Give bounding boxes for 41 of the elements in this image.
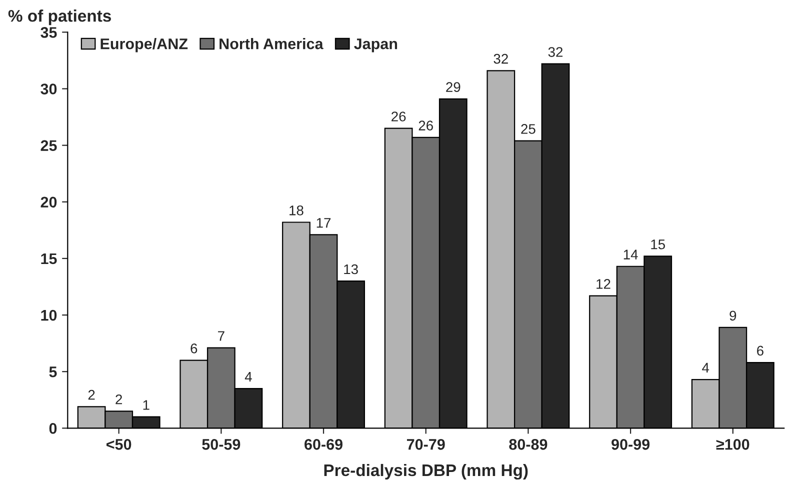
data-label: 25 <box>521 124 536 134</box>
y-tick-label: 5 <box>49 366 57 378</box>
data-label: 2 <box>88 390 95 400</box>
y-tick-label: 20 <box>40 196 57 208</box>
y-tick-label: 15 <box>41 253 57 264</box>
data-label: 26 <box>418 120 433 130</box>
y-tick-label: 10 <box>41 310 57 321</box>
data-label: 9 <box>730 310 736 321</box>
x-tick-label: 70-79 <box>406 438 445 450</box>
data-label: 26 <box>392 112 406 122</box>
x-tick-label: 90-99 <box>612 438 650 450</box>
data-label: 4 <box>702 362 710 372</box>
data-label: 12 <box>596 279 610 289</box>
data-label: 18 <box>290 206 304 216</box>
data-label: 17 <box>316 218 331 228</box>
x-tick-label: ≥100 <box>716 438 750 450</box>
x-tick-label: 80-89 <box>509 438 548 450</box>
data-label: 14 <box>624 250 638 260</box>
x-axis-title: Pre-dialysis DBP (mm Hg) <box>324 464 528 480</box>
data-label: 1 <box>143 400 150 410</box>
legend-label: North America <box>220 38 324 50</box>
y-tick-label: 25 <box>40 140 57 152</box>
x-tick-label: <50 <box>106 438 132 450</box>
data-label: 15 <box>651 240 665 250</box>
data-label: 2 <box>116 394 122 404</box>
y-tick-label: 30 <box>40 84 57 94</box>
data-label: 13 <box>344 264 358 274</box>
data-label: 29 <box>446 82 460 92</box>
data-label: 6 <box>757 346 764 356</box>
data-label: 6 <box>190 344 198 354</box>
y-axis-title: % of patients <box>8 10 111 26</box>
x-tick-label: 60-69 <box>304 438 342 450</box>
y-tick-label: 0 <box>49 423 57 434</box>
data-label: 7 <box>218 331 224 341</box>
legend-label: Europe/ANZ <box>100 38 188 52</box>
data-label: 32 <box>548 47 563 57</box>
data-label: 32 <box>494 54 508 64</box>
data-label: 4 <box>244 372 252 382</box>
y-tick-label: 35 <box>40 27 57 38</box>
legend-label: Japan <box>354 38 398 52</box>
x-tick-label: 50-59 <box>202 438 240 450</box>
